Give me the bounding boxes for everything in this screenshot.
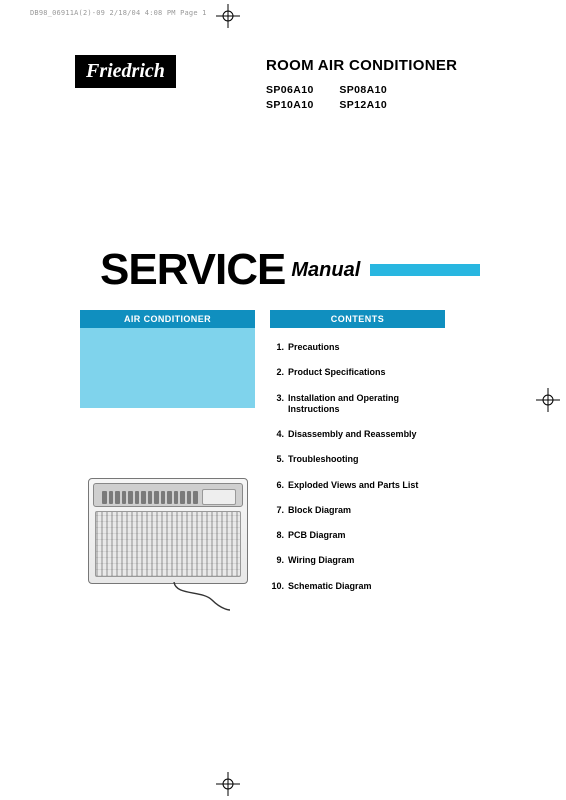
title-block: ROOM AIR CONDITIONER SP06A10 SP08A10 SP1… <box>266 57 457 114</box>
model-code: SP12A10 <box>339 99 387 111</box>
headline-word-1: SERVICE <box>100 245 285 295</box>
crop-mark-icon <box>216 772 240 796</box>
doc-title: ROOM AIR CONDITIONER <box>266 57 457 74</box>
right-column: CONTENTS Precautions Product Specificati… <box>270 310 445 606</box>
crop-mark-icon <box>216 4 240 28</box>
left-col-header: AIR CONDITIONER <box>80 310 255 328</box>
toc-item: Precautions <box>270 342 445 353</box>
brand-logo: Friedrich <box>75 55 176 88</box>
model-code: SP10A10 <box>266 99 336 111</box>
right-col-header: CONTENTS <box>270 310 445 328</box>
sky-background <box>80 328 255 408</box>
toc-item: Wiring Diagram <box>270 555 445 566</box>
crop-mark-icon <box>536 388 560 412</box>
page: DB98_06911A(2)-09 2/18/04 4:08 PM Page 1… <box>0 0 566 800</box>
accent-bar <box>370 264 480 276</box>
power-cord-icon <box>172 582 232 612</box>
toc-item: Exploded Views and Parts List <box>270 480 445 491</box>
ac-control-panel <box>202 489 236 505</box>
toc-item: Product Specifications <box>270 367 445 378</box>
headline-word-2: Manual <box>291 259 360 282</box>
headline: SERVICE Manual <box>100 245 480 295</box>
toc-item: PCB Diagram <box>270 530 445 541</box>
ac-front-grille <box>95 511 241 577</box>
toc-item: Disassembly and Reassembly <box>270 429 445 440</box>
model-code: SP06A10 <box>266 84 336 96</box>
left-column: AIR CONDITIONER <box>80 310 255 588</box>
ac-unit-illustration <box>80 408 255 588</box>
model-list: SP06A10 SP08A10 SP10A10 SP12A10 <box>266 84 457 111</box>
print-slug: DB98_06911A(2)-09 2/18/04 4:08 PM Page 1 <box>30 9 207 17</box>
model-code: SP08A10 <box>339 84 387 96</box>
toc-item: Block Diagram <box>270 505 445 516</box>
toc-item: Installation and Operating Instructions <box>270 393 445 416</box>
contents-list: Precautions Product Specifications Insta… <box>270 342 445 592</box>
ac-top-panel <box>93 483 243 507</box>
toc-item: Troubleshooting <box>270 454 445 465</box>
toc-item: Schematic Diagram <box>270 581 445 592</box>
ac-body <box>88 478 248 584</box>
ac-vent-slats <box>102 491 198 504</box>
